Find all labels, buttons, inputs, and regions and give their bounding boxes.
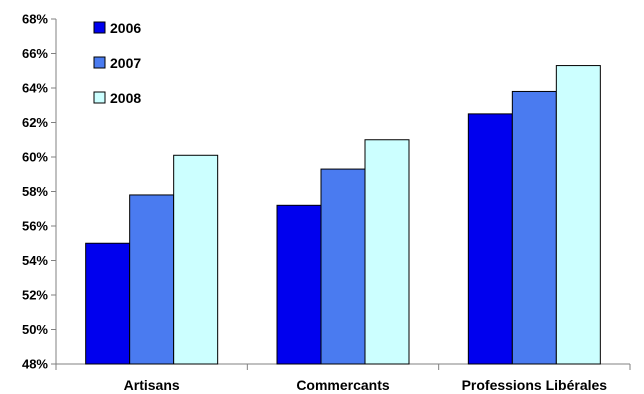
legend-swatch-2008 bbox=[93, 91, 106, 104]
legend: 2006 2007 2008 bbox=[93, 20, 141, 106]
legend-label-2006: 2006 bbox=[110, 20, 141, 36]
bar-2006-1 bbox=[276, 204, 322, 365]
x-axis: Artisans Commercants Professions Libérales bbox=[55, 363, 631, 393]
y-tick-label: 66% bbox=[22, 46, 48, 61]
x-category-label: Professions Libérales bbox=[462, 377, 608, 393]
y-tick-label: 60% bbox=[22, 150, 48, 165]
bar-2007-1 bbox=[320, 168, 366, 365]
y-tick-label: 54% bbox=[22, 253, 48, 268]
bar-2008-0 bbox=[173, 154, 219, 365]
y-tick-label: 50% bbox=[22, 322, 48, 337]
bar-2006-0 bbox=[85, 242, 131, 365]
bar-2008-2 bbox=[555, 65, 601, 365]
x-category-label: Artisans bbox=[124, 377, 180, 393]
y-tick-label: 64% bbox=[22, 81, 48, 96]
y-axis: 48% 50% 52% 54% 56% 58% 60% 62% 64% 66% 68% bbox=[22, 12, 57, 372]
y-tick-label: 68% bbox=[22, 12, 48, 27]
bar-2007-2 bbox=[511, 90, 557, 365]
y-tick-label: 48% bbox=[22, 357, 48, 372]
legend-label-2007: 2007 bbox=[110, 55, 141, 71]
legend-swatch-2006 bbox=[93, 21, 106, 34]
y-tick-label: 58% bbox=[22, 184, 48, 199]
bar-2008-1 bbox=[364, 139, 410, 365]
x-category-label: Commercants bbox=[296, 377, 390, 393]
bar-2007-0 bbox=[129, 194, 175, 365]
bar-2006-2 bbox=[467, 113, 513, 365]
legend-swatch-2007 bbox=[93, 56, 106, 69]
y-tick-label: 62% bbox=[22, 115, 48, 130]
legend-label-2008: 2008 bbox=[110, 90, 141, 106]
y-tick-label: 52% bbox=[22, 288, 48, 303]
y-tick-label: 56% bbox=[22, 219, 48, 234]
bars bbox=[85, 65, 601, 365]
